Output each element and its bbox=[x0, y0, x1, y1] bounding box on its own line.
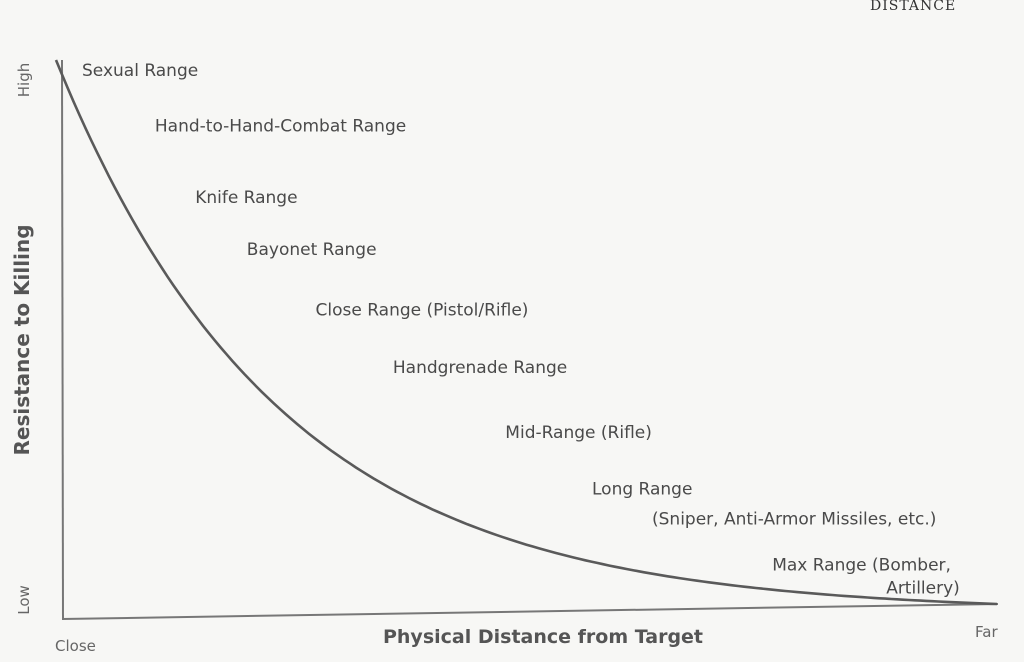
corner-heading-fragment: DISTANCE bbox=[870, 0, 956, 14]
resistance-curve bbox=[54, 59, 998, 606]
range-label: (Sniper, Anti-Armor Missiles, etc.) bbox=[652, 509, 936, 529]
range-annotations: Sexual Range Hand-to-Hand-Combat Range Kni… bbox=[82, 61, 960, 599]
range-label: Mid-Range (Rifle) bbox=[505, 423, 652, 443]
y-tick-low: Low bbox=[15, 585, 33, 615]
range-label: Close Range (Pistol/Rifle) bbox=[316, 301, 529, 321]
y-axis-line bbox=[61, 59, 64, 621]
y-tick-high: High bbox=[15, 63, 33, 97]
x-axis-line bbox=[61, 603, 999, 620]
x-tick-close: Close bbox=[55, 637, 96, 655]
range-label: Handgrenade Range bbox=[393, 358, 567, 378]
range-label: Artillery) bbox=[886, 579, 960, 599]
range-label: Long Range bbox=[592, 479, 692, 499]
range-label: Sexual Range bbox=[82, 61, 198, 81]
y-axis-title: Resistance to Killing bbox=[10, 224, 34, 455]
range-label: Max Range (Bomber, bbox=[772, 556, 951, 576]
range-label: Knife Range bbox=[195, 188, 297, 208]
range-label: Hand-to-Hand-Combat Range bbox=[155, 117, 406, 137]
x-tick-far: Far bbox=[975, 623, 998, 641]
x-axis-title: Physical Distance from Target bbox=[383, 626, 703, 648]
range-label: Bayonet Range bbox=[247, 240, 377, 260]
